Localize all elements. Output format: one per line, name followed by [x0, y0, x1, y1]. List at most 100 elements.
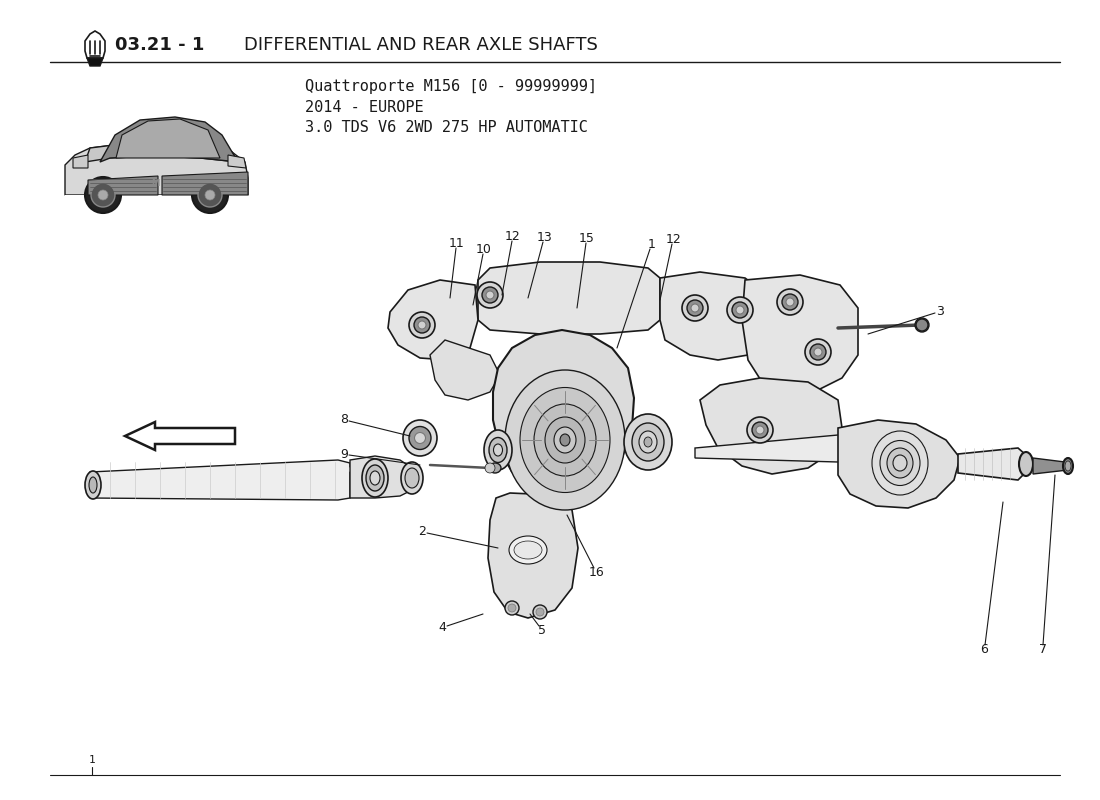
Polygon shape — [660, 272, 776, 360]
Polygon shape — [350, 456, 415, 498]
Ellipse shape — [362, 459, 388, 497]
Ellipse shape — [893, 455, 907, 471]
Text: 1: 1 — [648, 238, 656, 250]
Circle shape — [508, 604, 516, 612]
Ellipse shape — [405, 468, 419, 488]
Ellipse shape — [514, 541, 542, 559]
Text: 3.0 TDS V6 2WD 275 HP AUTOMATIC: 3.0 TDS V6 2WD 275 HP AUTOMATIC — [305, 119, 587, 134]
Ellipse shape — [756, 426, 764, 434]
Circle shape — [536, 608, 544, 616]
Polygon shape — [85, 31, 104, 58]
Polygon shape — [478, 262, 660, 334]
Ellipse shape — [805, 339, 830, 365]
Ellipse shape — [366, 465, 384, 491]
Ellipse shape — [534, 404, 596, 476]
Polygon shape — [162, 172, 248, 195]
Polygon shape — [958, 448, 1026, 480]
Polygon shape — [1033, 458, 1068, 474]
Ellipse shape — [415, 433, 426, 443]
Ellipse shape — [814, 348, 822, 356]
Circle shape — [91, 183, 116, 207]
Ellipse shape — [85, 471, 101, 499]
Text: 2014 - EUROPE: 2014 - EUROPE — [305, 99, 424, 114]
Ellipse shape — [484, 430, 512, 470]
Ellipse shape — [554, 427, 576, 453]
Ellipse shape — [486, 291, 494, 299]
Text: 8: 8 — [340, 414, 348, 426]
Polygon shape — [65, 143, 248, 195]
Ellipse shape — [736, 306, 744, 314]
Ellipse shape — [477, 282, 503, 308]
Polygon shape — [100, 117, 238, 162]
Polygon shape — [116, 119, 220, 158]
Text: 11: 11 — [449, 237, 464, 250]
Text: 12: 12 — [505, 230, 520, 242]
Ellipse shape — [786, 298, 794, 306]
Ellipse shape — [1063, 458, 1072, 474]
Ellipse shape — [639, 431, 657, 453]
Polygon shape — [742, 275, 858, 392]
Text: 3: 3 — [936, 305, 944, 318]
Ellipse shape — [632, 423, 664, 461]
Ellipse shape — [777, 289, 803, 315]
Text: 03.21 - 1: 03.21 - 1 — [116, 36, 210, 54]
Ellipse shape — [1019, 452, 1033, 476]
Ellipse shape — [409, 426, 431, 450]
Polygon shape — [65, 195, 248, 200]
Ellipse shape — [403, 420, 437, 456]
Text: DIFFERENTIAL AND REAR AXLE SHAFTS: DIFFERENTIAL AND REAR AXLE SHAFTS — [244, 36, 598, 54]
Circle shape — [485, 463, 495, 473]
Polygon shape — [228, 155, 246, 168]
Ellipse shape — [414, 317, 430, 333]
Text: 12: 12 — [666, 233, 681, 246]
Ellipse shape — [682, 295, 708, 321]
Polygon shape — [85, 143, 238, 162]
Polygon shape — [388, 280, 478, 360]
Polygon shape — [90, 460, 360, 500]
Ellipse shape — [490, 463, 500, 473]
Polygon shape — [88, 176, 158, 195]
Ellipse shape — [691, 304, 698, 312]
Ellipse shape — [520, 387, 610, 493]
Ellipse shape — [402, 462, 424, 494]
Text: 15: 15 — [579, 231, 595, 245]
Text: 2: 2 — [418, 526, 426, 538]
Polygon shape — [700, 378, 842, 474]
Ellipse shape — [732, 302, 748, 318]
Circle shape — [98, 190, 108, 200]
Polygon shape — [73, 155, 88, 168]
Ellipse shape — [810, 344, 826, 360]
Ellipse shape — [916, 319, 928, 331]
Text: 5: 5 — [538, 623, 546, 637]
Ellipse shape — [482, 287, 498, 303]
Ellipse shape — [644, 437, 652, 447]
Circle shape — [198, 183, 222, 207]
Ellipse shape — [727, 297, 754, 323]
Ellipse shape — [89, 477, 97, 493]
Ellipse shape — [747, 417, 773, 443]
Ellipse shape — [505, 370, 625, 510]
Ellipse shape — [560, 434, 570, 446]
Text: Quattroporte M156 [0 - 99999999]: Quattroporte M156 [0 - 99999999] — [305, 79, 597, 94]
Text: 7: 7 — [1038, 643, 1046, 657]
Polygon shape — [430, 340, 500, 400]
Circle shape — [85, 177, 121, 213]
Ellipse shape — [544, 417, 585, 463]
Text: 1: 1 — [89, 755, 96, 765]
Polygon shape — [488, 493, 578, 618]
Text: 4: 4 — [438, 621, 447, 634]
Ellipse shape — [490, 438, 507, 462]
Circle shape — [505, 601, 519, 615]
Ellipse shape — [370, 471, 379, 485]
Circle shape — [534, 605, 547, 619]
Text: 9: 9 — [340, 448, 348, 461]
Text: 13: 13 — [537, 230, 552, 244]
Ellipse shape — [782, 294, 797, 310]
Polygon shape — [125, 422, 235, 450]
Polygon shape — [493, 330, 634, 495]
Ellipse shape — [418, 321, 426, 329]
Text: M: M — [151, 178, 160, 187]
Ellipse shape — [409, 312, 434, 338]
Circle shape — [205, 190, 214, 200]
Text: 16: 16 — [588, 566, 604, 579]
